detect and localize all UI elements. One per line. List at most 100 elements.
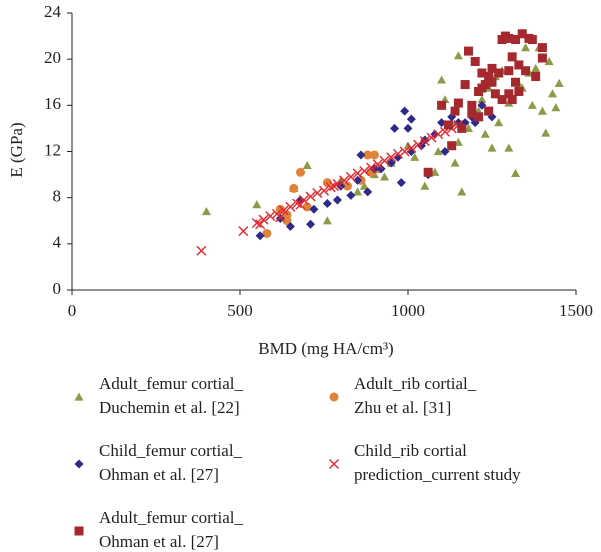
point bbox=[453, 98, 463, 108]
point bbox=[275, 212, 286, 223]
point bbox=[298, 194, 309, 205]
point bbox=[423, 167, 433, 177]
point bbox=[450, 106, 460, 116]
point bbox=[490, 89, 500, 99]
point bbox=[544, 56, 554, 66]
point bbox=[551, 103, 561, 112]
y-tick-label: 0 bbox=[53, 279, 62, 298]
point bbox=[497, 95, 507, 105]
point bbox=[463, 46, 473, 56]
point bbox=[258, 214, 269, 225]
point bbox=[527, 35, 537, 45]
point bbox=[238, 226, 249, 237]
x-tick-label: 0 bbox=[68, 301, 77, 320]
point bbox=[305, 191, 316, 202]
point bbox=[343, 181, 353, 191]
legend-label: Adult_femur cortial_ Ohman et al. [27] bbox=[99, 508, 243, 551]
point bbox=[494, 118, 504, 127]
legend-label: Adult_femur cortial_ Duchemin et al. [22] bbox=[99, 374, 243, 417]
y-axis-title: E (GPa) bbox=[7, 122, 26, 177]
point bbox=[306, 219, 316, 229]
point bbox=[292, 198, 303, 209]
point bbox=[403, 123, 413, 133]
point bbox=[353, 175, 363, 185]
point bbox=[406, 114, 416, 124]
point bbox=[419, 136, 430, 147]
point bbox=[376, 164, 386, 174]
point bbox=[514, 60, 524, 70]
point bbox=[399, 146, 410, 157]
point bbox=[433, 129, 444, 140]
point bbox=[420, 135, 430, 145]
y-tick-label: 12 bbox=[44, 140, 61, 159]
point bbox=[251, 218, 262, 229]
point bbox=[282, 210, 292, 220]
point bbox=[386, 152, 397, 163]
point bbox=[487, 77, 497, 87]
point bbox=[426, 132, 437, 143]
point bbox=[262, 228, 272, 238]
point bbox=[285, 201, 296, 212]
point bbox=[480, 129, 490, 138]
point bbox=[504, 33, 514, 43]
point bbox=[339, 175, 350, 186]
point bbox=[363, 150, 373, 160]
point bbox=[504, 66, 514, 76]
point bbox=[201, 207, 211, 216]
point bbox=[450, 158, 460, 167]
point bbox=[406, 143, 417, 154]
point bbox=[322, 198, 332, 208]
point bbox=[477, 95, 487, 104]
point bbox=[366, 162, 377, 173]
point bbox=[470, 56, 480, 66]
point bbox=[400, 106, 410, 116]
legend-label: Child_rib cortial prediction_current stud… bbox=[354, 441, 521, 484]
point bbox=[295, 199, 306, 210]
point bbox=[325, 182, 336, 193]
x-tick-label: 1000 bbox=[391, 301, 425, 320]
point bbox=[521, 66, 531, 76]
legend-label: Child_femur cortial_ Ohman et al. [27] bbox=[99, 441, 243, 484]
point bbox=[457, 123, 467, 133]
point bbox=[460, 80, 470, 90]
point bbox=[275, 213, 285, 223]
point bbox=[437, 100, 447, 110]
point bbox=[514, 86, 524, 96]
point bbox=[379, 155, 390, 166]
point bbox=[494, 68, 504, 78]
point bbox=[332, 195, 342, 205]
point bbox=[392, 148, 403, 159]
point bbox=[369, 150, 379, 160]
point bbox=[467, 108, 477, 118]
point bbox=[531, 71, 541, 81]
point bbox=[252, 200, 262, 209]
point bbox=[487, 143, 497, 152]
point bbox=[413, 139, 424, 150]
point bbox=[511, 35, 521, 45]
legend-marker bbox=[74, 459, 84, 469]
point bbox=[484, 106, 494, 116]
y-tick-label: 20 bbox=[44, 48, 61, 67]
point bbox=[437, 75, 447, 84]
point bbox=[295, 167, 305, 177]
point bbox=[312, 188, 323, 199]
point bbox=[336, 181, 346, 191]
x-axis-title: BMD (mg HA/cm³) bbox=[258, 339, 393, 358]
point bbox=[537, 53, 547, 63]
point bbox=[547, 89, 557, 98]
point bbox=[356, 150, 366, 160]
x-tick-label: 1500 bbox=[559, 301, 593, 320]
point bbox=[196, 245, 207, 256]
point bbox=[457, 187, 467, 196]
point bbox=[447, 141, 457, 151]
point bbox=[332, 178, 343, 189]
point bbox=[537, 43, 547, 53]
point bbox=[346, 190, 356, 200]
point bbox=[443, 120, 453, 130]
y-tick-label: 4 bbox=[53, 233, 62, 252]
point bbox=[511, 168, 521, 178]
point bbox=[345, 171, 356, 182]
point bbox=[511, 77, 521, 87]
legend-marker bbox=[329, 459, 339, 469]
legend-label: Adult_rib cortial_ Zhu et al. [31] bbox=[354, 374, 477, 417]
